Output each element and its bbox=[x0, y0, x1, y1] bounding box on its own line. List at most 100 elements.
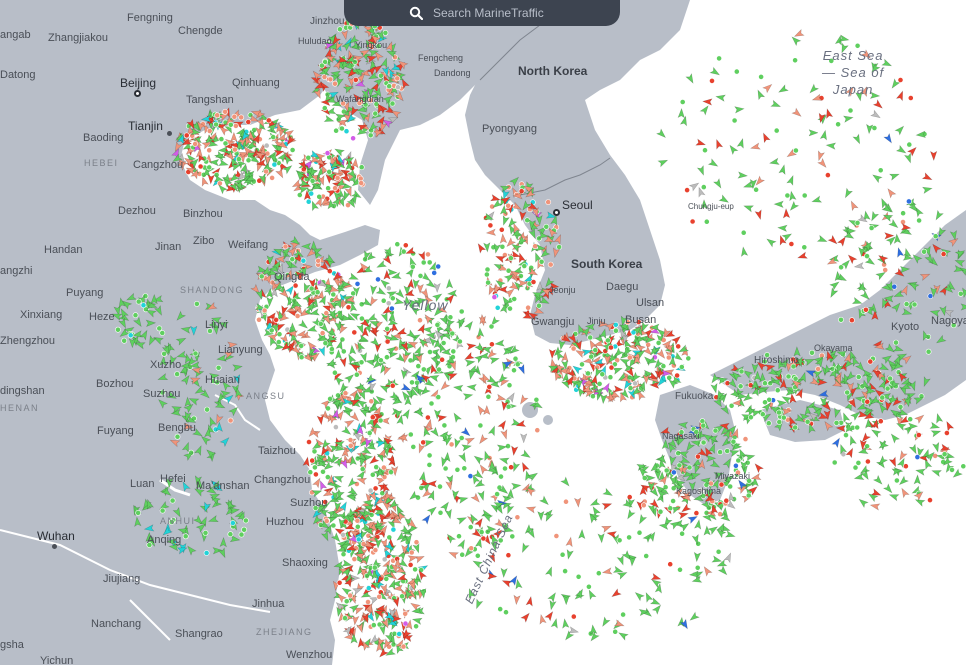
vessel-marker[interactable] bbox=[318, 322, 331, 334]
vessel-marker[interactable] bbox=[132, 312, 139, 319]
vessel-marker[interactable] bbox=[269, 174, 275, 181]
vessel-marker[interactable] bbox=[625, 508, 636, 521]
vessel-marker[interactable] bbox=[520, 433, 528, 444]
vessel-marker[interactable] bbox=[348, 105, 359, 117]
vessel-marker[interactable] bbox=[724, 448, 731, 454]
vessel-marker[interactable] bbox=[466, 342, 477, 351]
vessel-marker[interactable] bbox=[127, 332, 134, 339]
vessel-marker[interactable] bbox=[742, 392, 754, 403]
vessel-marker[interactable] bbox=[736, 137, 746, 149]
vessel-marker[interactable] bbox=[367, 295, 379, 307]
vessel-marker[interactable] bbox=[320, 468, 326, 475]
vessel-marker[interactable] bbox=[632, 380, 638, 387]
vessel-marker[interactable] bbox=[298, 185, 310, 194]
vessel-marker[interactable] bbox=[336, 579, 343, 586]
vessel-marker[interactable] bbox=[342, 512, 353, 524]
vessel-marker[interactable] bbox=[454, 466, 461, 473]
vessel-marker[interactable] bbox=[256, 116, 267, 129]
vessel-marker[interactable] bbox=[249, 154, 261, 165]
vessel-marker[interactable] bbox=[941, 451, 948, 458]
vessel-marker[interactable] bbox=[888, 456, 898, 468]
vessel-marker[interactable] bbox=[346, 67, 358, 79]
vessel-marker[interactable] bbox=[385, 285, 392, 292]
vessel-marker[interactable] bbox=[524, 217, 531, 224]
vessel-marker[interactable] bbox=[358, 434, 369, 446]
vessel-marker[interactable] bbox=[714, 138, 724, 150]
vessel-marker[interactable] bbox=[573, 497, 582, 508]
vessel-marker[interactable] bbox=[655, 339, 662, 346]
vessel-marker[interactable] bbox=[589, 497, 601, 509]
vessel-marker[interactable] bbox=[426, 452, 433, 459]
vessel-marker[interactable] bbox=[335, 309, 345, 321]
vessel-marker[interactable] bbox=[239, 163, 249, 175]
vessel-marker[interactable] bbox=[311, 246, 323, 256]
vessel-marker[interactable] bbox=[365, 358, 376, 367]
vessel-marker[interactable] bbox=[954, 257, 966, 268]
vessel-marker[interactable] bbox=[776, 409, 782, 416]
vessel-marker[interactable] bbox=[280, 245, 292, 258]
vessel-marker[interactable] bbox=[560, 476, 572, 488]
vessel-marker[interactable] bbox=[693, 519, 703, 530]
vessel-marker[interactable] bbox=[765, 420, 772, 427]
vessel-marker[interactable] bbox=[379, 417, 390, 425]
vessel-marker[interactable] bbox=[819, 129, 828, 141]
vessel-marker[interactable] bbox=[808, 83, 820, 95]
vessel-marker[interactable] bbox=[206, 147, 213, 154]
vessel-marker[interactable] bbox=[379, 383, 391, 394]
vessel-marker[interactable] bbox=[689, 218, 696, 225]
vessel-marker[interactable] bbox=[206, 164, 213, 171]
vessel-marker[interactable] bbox=[915, 432, 922, 438]
vessel-marker[interactable] bbox=[278, 288, 291, 300]
vessel-marker[interactable] bbox=[871, 172, 883, 184]
vessel-marker[interactable] bbox=[369, 414, 376, 421]
vessel-marker[interactable] bbox=[717, 449, 723, 455]
vessel-marker[interactable] bbox=[323, 41, 335, 50]
vessel-marker[interactable] bbox=[381, 440, 392, 452]
vessel-marker[interactable] bbox=[895, 90, 905, 102]
vessel-marker[interactable] bbox=[270, 286, 278, 298]
vessel-marker[interactable] bbox=[275, 144, 283, 155]
vessel-marker[interactable] bbox=[243, 135, 253, 147]
vessel-marker[interactable] bbox=[412, 278, 420, 290]
vessel-marker[interactable] bbox=[847, 107, 854, 114]
vessel-marker[interactable] bbox=[422, 313, 434, 325]
vessel-marker[interactable] bbox=[345, 202, 351, 208]
vessel-marker[interactable] bbox=[927, 497, 933, 503]
vessel-marker[interactable] bbox=[383, 576, 390, 582]
vessel-marker[interactable] bbox=[215, 364, 222, 371]
vessel-marker[interactable] bbox=[586, 589, 597, 601]
vessel-marker[interactable] bbox=[301, 282, 311, 294]
vessel-marker[interactable] bbox=[364, 373, 376, 385]
vessel-marker[interactable] bbox=[855, 374, 862, 380]
vessel-marker[interactable] bbox=[372, 485, 379, 492]
vessel-marker[interactable] bbox=[616, 537, 623, 544]
vessel-marker[interactable] bbox=[601, 501, 613, 511]
vessel-marker[interactable] bbox=[333, 474, 345, 483]
vessel-marker[interactable] bbox=[181, 137, 193, 148]
vessel-marker[interactable] bbox=[373, 86, 384, 99]
vessel-marker[interactable] bbox=[477, 490, 487, 502]
vessel-marker[interactable] bbox=[538, 495, 551, 507]
vessel-marker[interactable] bbox=[703, 525, 711, 536]
vessel-marker[interactable] bbox=[633, 590, 645, 602]
vessel-marker[interactable] bbox=[709, 66, 721, 77]
vessel-marker[interactable] bbox=[357, 334, 370, 344]
vessel-marker[interactable] bbox=[182, 533, 189, 540]
vessel-marker[interactable] bbox=[324, 253, 336, 265]
vessel-marker[interactable] bbox=[825, 142, 837, 150]
vessel-marker[interactable] bbox=[500, 567, 508, 579]
vessel-marker[interactable] bbox=[897, 450, 908, 462]
vessel-marker[interactable] bbox=[306, 439, 312, 445]
vessel-marker[interactable] bbox=[785, 373, 792, 380]
vessel-marker[interactable] bbox=[222, 108, 228, 115]
vessel-marker[interactable] bbox=[332, 424, 339, 430]
vessel-marker[interactable] bbox=[305, 198, 312, 205]
vessel-marker[interactable] bbox=[854, 219, 861, 226]
vessel-marker[interactable] bbox=[250, 108, 262, 118]
vessel-marker[interactable] bbox=[944, 430, 950, 436]
vessel-marker[interactable] bbox=[426, 505, 438, 517]
vessel-marker[interactable] bbox=[190, 128, 202, 136]
vessel-marker[interactable] bbox=[383, 354, 390, 361]
vessel-marker[interactable] bbox=[384, 338, 391, 345]
vessel-marker[interactable] bbox=[483, 271, 490, 278]
